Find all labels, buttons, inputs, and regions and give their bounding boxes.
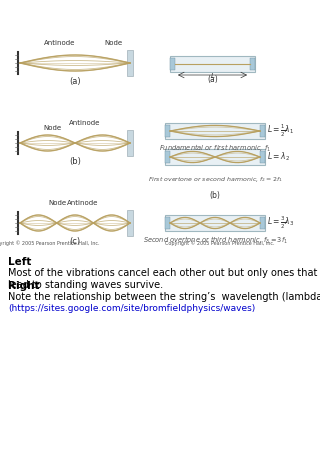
- Bar: [165, 123, 265, 139]
- Text: (https://sites.google.com/site/bromfieldphysics/waves): (https://sites.google.com/site/bromfield…: [8, 304, 255, 313]
- Bar: [250, 58, 255, 70]
- Bar: [260, 125, 265, 137]
- Text: Copyright © 2005 Pearson Prentice Hall, Inc.: Copyright © 2005 Pearson Prentice Hall, …: [0, 241, 100, 246]
- Text: Antinode: Antinode: [44, 40, 76, 46]
- Text: (a): (a): [207, 75, 218, 84]
- Bar: [127, 130, 133, 156]
- Bar: [170, 56, 255, 72]
- Bar: [165, 217, 170, 229]
- Bar: [170, 58, 175, 70]
- Text: Most of the vibrations cancel each other out but only ones that lead to standing: Most of the vibrations cancel each other…: [8, 268, 317, 289]
- Text: L: L: [211, 73, 214, 79]
- Text: First overtone or second harmonic, $f_2 = 2f_1$: First overtone or second harmonic, $f_2 …: [148, 175, 283, 184]
- Bar: [165, 125, 170, 137]
- Bar: [127, 210, 133, 236]
- Bar: [165, 150, 170, 164]
- Bar: [165, 149, 265, 165]
- Text: Copyright © 2005 Pearson Prentice Hall, Inc.: Copyright © 2005 Pearson Prentice Hall, …: [165, 241, 275, 246]
- Text: Fundamental or first harmonic, $f_1$: Fundamental or first harmonic, $f_1$: [159, 143, 271, 154]
- Text: $L=\lambda_2$: $L=\lambda_2$: [267, 151, 290, 163]
- Bar: [127, 50, 133, 76]
- Text: Antinode: Antinode: [67, 200, 99, 206]
- Text: Antinode: Antinode: [69, 120, 101, 126]
- Text: $L=\frac{3}{2}\lambda_3$: $L=\frac{3}{2}\lambda_3$: [267, 215, 294, 231]
- Text: (b): (b): [69, 157, 81, 166]
- Text: (a): (a): [69, 77, 81, 86]
- Text: Note the relationship between the string’s  wavelength (lambda)  and its length.: Note the relationship between the string…: [8, 292, 320, 302]
- Text: Node: Node: [43, 125, 61, 131]
- Bar: [260, 150, 265, 164]
- Text: (c): (c): [69, 237, 81, 246]
- Text: Node: Node: [104, 40, 122, 46]
- Text: $L=\frac{1}{2}\lambda_1$: $L=\frac{1}{2}\lambda_1$: [267, 123, 294, 139]
- Bar: [260, 217, 265, 229]
- Text: Right: Right: [8, 281, 39, 291]
- Text: Node: Node: [48, 200, 66, 206]
- Text: Left: Left: [8, 257, 31, 267]
- Bar: [165, 215, 265, 231]
- Text: (b): (b): [210, 191, 220, 200]
- Text: Second overtone or third harmonic, $f_3 = 3f_1$: Second overtone or third harmonic, $f_3 …: [142, 235, 287, 246]
